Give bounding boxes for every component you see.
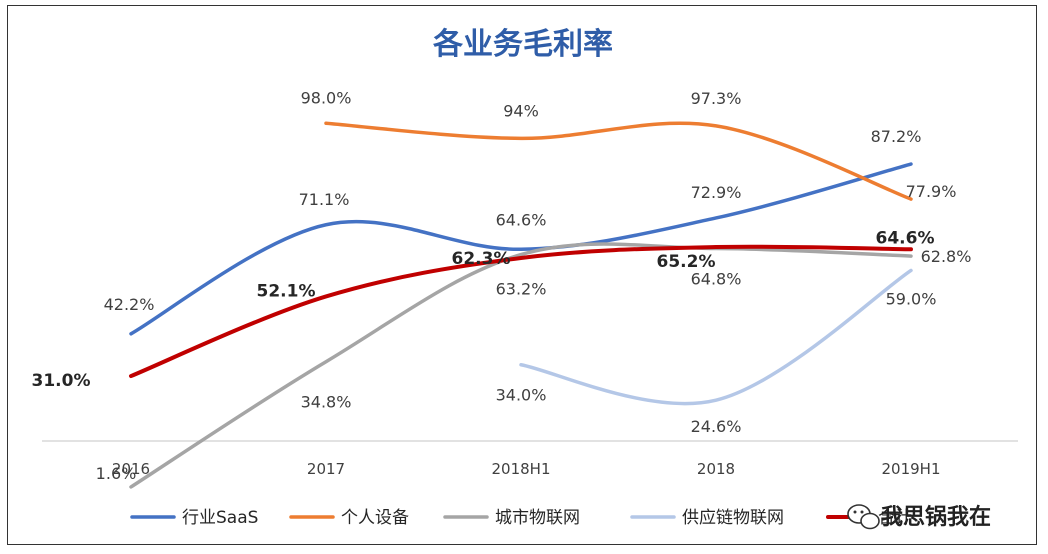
data-label-3-4: 59.0% <box>886 289 937 308</box>
data-label-2-4: 62.8% <box>921 247 972 266</box>
x-tick-label-3: 2018 <box>697 460 735 478</box>
data-label-3-2: 34.0% <box>496 386 547 405</box>
data-label-1-4: 77.9% <box>906 182 957 201</box>
legend-label-1: 个人设备 <box>341 508 409 528</box>
series-line-1 <box>324 121 913 201</box>
wechat-icon <box>847 504 880 530</box>
data-label-4-1: 52.1% <box>257 281 316 301</box>
legend-label-3: 供应链物联网 <box>682 508 784 528</box>
data-label-4-0: 31.0% <box>32 371 91 391</box>
data-labels: 42.2% 71.1% 64.6% 72.9% 87.2% 98.0% 94% 97.3% 77… <box>32 88 972 483</box>
data-label-3-3: 24.6% <box>691 417 742 436</box>
chart-frame: 各业务毛利率 42.2% 71.1% 64.6% 72.9% 87.2% 98.0% 94%… <box>7 5 1037 545</box>
legend-label-0: 行业SaaS <box>182 508 258 528</box>
data-label-4-3: 65.2% <box>657 252 716 272</box>
legend: 行业SaaS 个人设备 城市物联网 供应链物联网 合计 <box>130 508 912 528</box>
series-line-3 <box>519 268 913 406</box>
data-label-2-0: 1.6% <box>96 464 137 483</box>
data-label-0-3: 72.9% <box>691 183 742 202</box>
data-label-0-2: 64.6% <box>496 210 547 229</box>
legend-label-2: 城市物联网 <box>495 508 580 528</box>
data-label-1-3: 97.3% <box>691 89 742 108</box>
series-line-0 <box>129 162 913 336</box>
legend-label-4: 合计 <box>878 508 912 528</box>
watermark: 我思锅我在 <box>847 504 991 530</box>
series-line-2 <box>129 242 913 489</box>
data-label-2-2: 63.2% <box>496 280 547 299</box>
x-axis-ticks: 2016 2017 2018H1 2018 2019H1 <box>112 460 941 478</box>
series-lines <box>129 121 913 489</box>
data-label-4-2: 62.3% <box>452 249 511 269</box>
data-label-0-1: 71.1% <box>299 190 350 209</box>
data-label-2-3: 64.8% <box>691 270 742 289</box>
data-label-4-4: 64.6% <box>876 228 935 248</box>
chart-svg: 各业务毛利率 42.2% 71.1% 64.6% 72.9% 87.2% 98.0% 94%… <box>32 27 1018 530</box>
x-tick-label-0: 2016 <box>112 460 150 478</box>
x-tick-label-2: 2018H1 <box>492 460 551 478</box>
x-tick-label-4: 2019H1 <box>882 460 941 478</box>
data-label-1-2: 94% <box>503 101 539 120</box>
data-label-0-4: 87.2% <box>871 127 922 146</box>
data-label-2-1: 34.8% <box>301 393 352 412</box>
data-label-0-0: 42.2% <box>104 295 155 314</box>
chart-title: 各业务毛利率 <box>432 27 613 62</box>
data-label-1-1: 98.0% <box>301 88 352 107</box>
series-line-4 <box>129 244 913 379</box>
watermark-text: 我思锅我在 <box>881 504 991 530</box>
x-tick-label-1: 2017 <box>307 460 345 478</box>
